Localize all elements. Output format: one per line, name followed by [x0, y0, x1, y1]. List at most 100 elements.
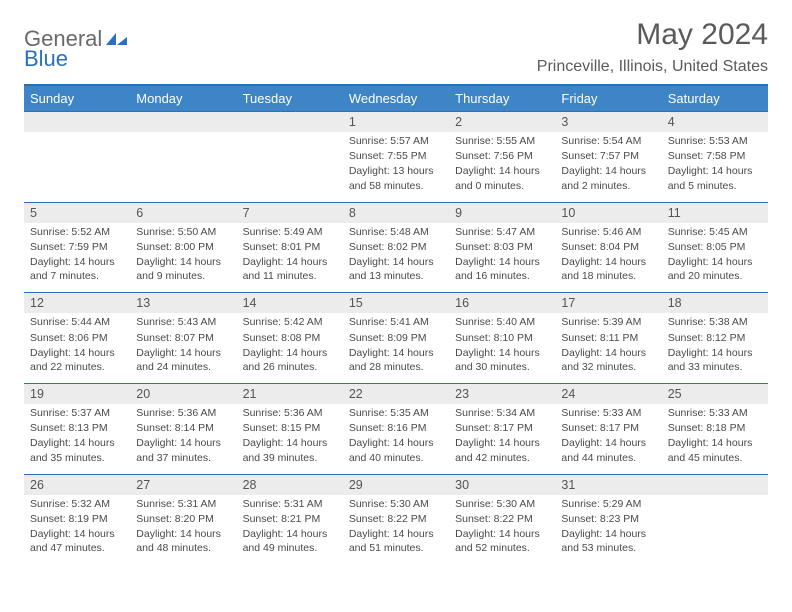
day-number-cell: 16 [449, 293, 555, 314]
weekday-header: Thursday [449, 85, 555, 112]
daylight-text: Daylight: 14 hours and 45 minutes. [668, 436, 762, 464]
day-details [662, 495, 768, 553]
sunrise-text: Sunrise: 5:49 AM [243, 225, 337, 239]
weekday-header: Tuesday [237, 85, 343, 112]
day-details-cell: Sunrise: 5:41 AMSunset: 8:09 PMDaylight:… [343, 313, 449, 383]
day-number-cell: 31 [555, 474, 661, 495]
daylight-text: Daylight: 14 hours and 16 minutes. [455, 255, 549, 283]
day-number-cell: 17 [555, 293, 661, 314]
day-number: 22 [343, 384, 449, 404]
day-details-cell: Sunrise: 5:47 AMSunset: 8:03 PMDaylight:… [449, 223, 555, 293]
day-details: Sunrise: 5:39 AMSunset: 8:11 PMDaylight:… [555, 313, 661, 383]
day-details-cell: Sunrise: 5:52 AMSunset: 7:59 PMDaylight:… [24, 223, 130, 293]
day-number: 20 [130, 384, 236, 404]
daylight-text: Daylight: 14 hours and 2 minutes. [561, 164, 655, 192]
sunset-text: Sunset: 8:07 PM [136, 331, 230, 345]
day-number: 1 [343, 112, 449, 132]
day-details-cell: Sunrise: 5:42 AM Sunset: 8:08 PMDaylight:… [237, 313, 343, 383]
day-details: Sunrise: 5:30 AMSunset: 8:22 PMDaylight:… [343, 495, 449, 565]
sunrise-text: Sunrise: 5:34 AM [455, 406, 549, 420]
day-number-cell: 18 [662, 293, 768, 314]
day-details: Sunrise: 5:36 AMSunset: 8:15 PMDaylight:… [237, 404, 343, 474]
day-number: 24 [555, 384, 661, 404]
sunset-text: Sunset: 8:17 PM [561, 421, 655, 435]
day-number: 23 [449, 384, 555, 404]
day-number: 6 [130, 203, 236, 223]
daylight-text: Daylight: 14 hours and 32 minutes. [561, 346, 655, 374]
sunrise-text: Sunrise: 5:55 AM [455, 134, 549, 148]
weekday-header: Saturday [662, 85, 768, 112]
day-number: 5 [24, 203, 130, 223]
day-number-cell: 11 [662, 202, 768, 223]
calendar-table: SundayMondayTuesdayWednesdayThursdayFrid… [24, 84, 768, 564]
day-number-cell: 30 [449, 474, 555, 495]
day-number: 9 [449, 203, 555, 223]
day-details [237, 132, 343, 190]
day-number: 8 [343, 203, 449, 223]
day-number [24, 112, 130, 130]
sunrise-text: Sunrise: 5:50 AM [136, 225, 230, 239]
day-number-cell [237, 112, 343, 133]
day-details: Sunrise: 5:49 AMSunset: 8:01 PMDaylight:… [237, 223, 343, 293]
day-number-cell: 25 [662, 384, 768, 405]
daylight-text: Daylight: 14 hours and 49 minutes. [243, 527, 337, 555]
day-number: 31 [555, 475, 661, 495]
sunrise-text: Sunrise: 5:45 AM [668, 225, 762, 239]
day-number: 12 [24, 293, 130, 313]
sunset-text: Sunset: 8:02 PM [349, 240, 443, 254]
day-details-cell: Sunrise: 5:30 AMSunset: 8:22 PMDaylight:… [449, 495, 555, 565]
day-number-cell: 27 [130, 474, 236, 495]
daylight-text: Daylight: 14 hours and 42 minutes. [455, 436, 549, 464]
sunrise-text: Sunrise: 5:35 AM [349, 406, 443, 420]
sunrise-text: Sunrise: 5:42 AM [243, 315, 337, 329]
day-number-cell: 9 [449, 202, 555, 223]
sunset-text: Sunset: 8:09 PM [349, 331, 443, 345]
day-details: Sunrise: 5:29 AMSunset: 8:23 PMDaylight:… [555, 495, 661, 565]
day-details-cell: Sunrise: 5:49 AMSunset: 8:01 PMDaylight:… [237, 223, 343, 293]
day-details-cell: Sunrise: 5:40 AMSunset: 8:10 PMDaylight:… [449, 313, 555, 383]
day-details-row: Sunrise: 5:44 AMSunset: 8:06 PMDaylight:… [24, 313, 768, 383]
day-number-cell: 4 [662, 112, 768, 133]
sunset-text: Sunset: 8:23 PM [561, 512, 655, 526]
day-details-cell: Sunrise: 5:31 AMSunset: 8:20 PMDaylight:… [130, 495, 236, 565]
daylight-text: Daylight: 14 hours and 26 minutes. [243, 346, 337, 374]
weekday-header: Monday [130, 85, 236, 112]
logo-triangles-icon [106, 29, 128, 50]
daylight-text: Daylight: 14 hours and 48 minutes. [136, 527, 230, 555]
day-details-cell: Sunrise: 5:44 AMSunset: 8:06 PMDaylight:… [24, 313, 130, 383]
sunrise-text: Sunrise: 5:41 AM [349, 315, 443, 329]
day-details: Sunrise: 5:44 AMSunset: 8:06 PMDaylight:… [24, 313, 130, 383]
sunrise-text: Sunrise: 5:54 AM [561, 134, 655, 148]
sunset-text: Sunset: 8:20 PM [136, 512, 230, 526]
sunrise-text: Sunrise: 5:38 AM [668, 315, 762, 329]
day-number-cell: 26 [24, 474, 130, 495]
sunrise-text: Sunrise: 5:39 AM [561, 315, 655, 329]
sunset-text: Sunset: 8:08 PM [243, 331, 337, 345]
day-details-row: Sunrise: 5:37 AMSunset: 8:13 PMDaylight:… [24, 404, 768, 474]
sunrise-text: Sunrise: 5:43 AM [136, 315, 230, 329]
day-number: 16 [449, 293, 555, 313]
day-details-cell: Sunrise: 5:36 AMSunset: 8:14 PMDaylight:… [130, 404, 236, 474]
daylight-text: Daylight: 14 hours and 37 minutes. [136, 436, 230, 464]
daylight-text: Daylight: 14 hours and 39 minutes. [243, 436, 337, 464]
sunrise-text: Sunrise: 5:29 AM [561, 497, 655, 511]
sunrise-text: Sunrise: 5:31 AM [136, 497, 230, 511]
sunset-text: Sunset: 8:10 PM [455, 331, 549, 345]
sunrise-text: Sunrise: 5:52 AM [30, 225, 124, 239]
sunrise-text: Sunrise: 5:32 AM [30, 497, 124, 511]
day-number-row: 567891011 [24, 202, 768, 223]
day-number-cell: 19 [24, 384, 130, 405]
day-details-cell: Sunrise: 5:39 AMSunset: 8:11 PMDaylight:… [555, 313, 661, 383]
weekday-header: Wednesday [343, 85, 449, 112]
day-details: Sunrise: 5:31 AMSunset: 8:21 PMDaylight:… [237, 495, 343, 565]
day-number-cell [24, 112, 130, 133]
sunset-text: Sunset: 7:58 PM [668, 149, 762, 163]
day-details-cell [130, 132, 236, 202]
day-details-cell: Sunrise: 5:46 AMSunset: 8:04 PMDaylight:… [555, 223, 661, 293]
sunrise-text: Sunrise: 5:30 AM [349, 497, 443, 511]
day-number: 2 [449, 112, 555, 132]
sunset-text: Sunset: 8:03 PM [455, 240, 549, 254]
weekday-header: Sunday [24, 85, 130, 112]
day-number: 4 [662, 112, 768, 132]
day-details: Sunrise: 5:31 AMSunset: 8:20 PMDaylight:… [130, 495, 236, 565]
